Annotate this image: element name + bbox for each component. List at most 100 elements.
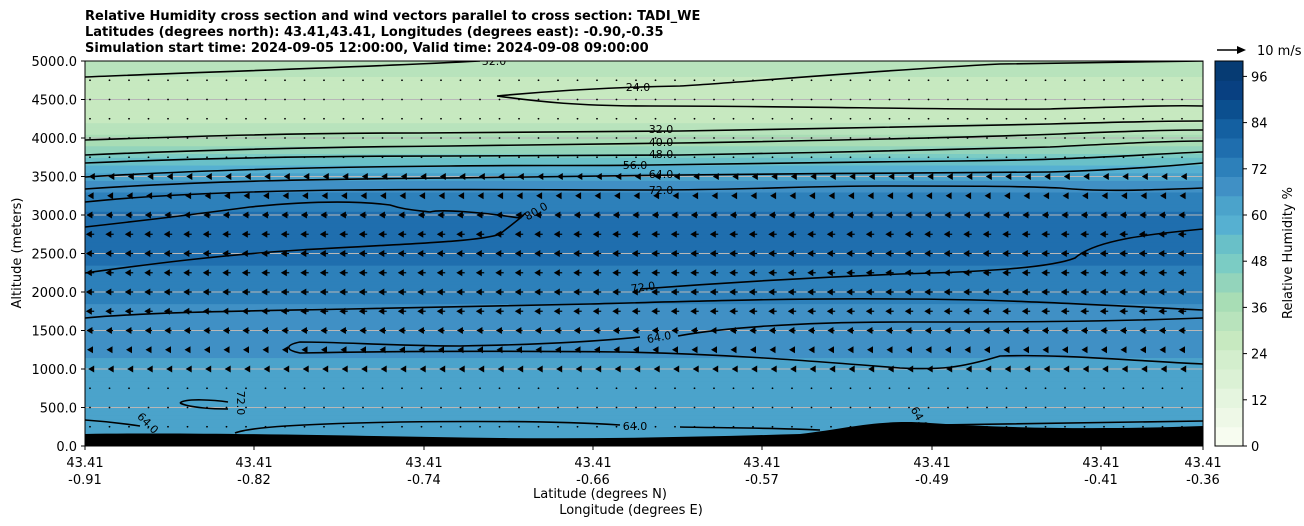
wind-vector-head (88, 365, 95, 373)
wind-vector-head (514, 307, 521, 315)
wind-vector-head (107, 192, 114, 200)
x-tick-label-longitude: -0.82 (237, 473, 271, 488)
humidity-band (85, 249, 1203, 255)
wind-vector-head (124, 269, 131, 277)
wind-vector (732, 79, 735, 82)
wind-vector-head (633, 346, 639, 354)
colorbar: 0 12 24 36 48 60 72 84 96 (1214, 60, 1268, 455)
wind-vector (986, 98, 988, 101)
wind-vector-head (963, 230, 970, 238)
wind-vector (284, 406, 286, 409)
wind-vector (596, 156, 598, 159)
wind-vector-head (261, 211, 268, 219)
wind-vector (654, 156, 657, 159)
wind-vector (849, 425, 852, 428)
wind-vector-head (1002, 327, 1009, 334)
wind-vector (537, 98, 540, 101)
wind-vector (908, 425, 910, 428)
wind-vector-head (1119, 327, 1126, 334)
humidity-band (85, 345, 1203, 351)
wind-vector-head (1005, 173, 1012, 180)
humidity-band (85, 353, 1203, 359)
wind-vector-head (770, 192, 777, 200)
wind-vector (245, 156, 247, 159)
wind-vector-head (553, 230, 560, 238)
wind-vector-head (1158, 288, 1165, 296)
wind-vector-head (671, 327, 678, 334)
wind-vector-head (846, 327, 853, 334)
wind-vector-head (829, 365, 836, 373)
wind-vector-head (183, 327, 190, 334)
wind-vector-head (865, 250, 872, 257)
wind-vector (830, 79, 832, 82)
wind-vector-head (553, 250, 560, 257)
wind-vector (342, 156, 345, 159)
wind-vector-head (632, 211, 639, 219)
wind-vector-head (1022, 327, 1029, 334)
wind-vector-head (244, 173, 251, 180)
wind-vector-head (224, 192, 231, 200)
humidity-band (85, 369, 1203, 374)
wind-vector-head (1002, 288, 1009, 296)
wind-vector-head (809, 192, 816, 200)
humidity-band (85, 411, 1203, 416)
wind-vector-head (751, 173, 758, 180)
wind-vector-head (612, 327, 619, 334)
wind-vector-head (750, 346, 756, 354)
wind-vector (908, 98, 910, 101)
wind-vector (732, 406, 735, 409)
wind-vector-head (517, 365, 524, 373)
wind-vector (89, 425, 91, 428)
wind-vector-head (203, 211, 210, 219)
humidity-band (85, 61, 1203, 66)
wind-vector-head (631, 269, 638, 277)
wind-vector (1122, 117, 1125, 120)
wind-vector-head (965, 365, 972, 373)
wind-vector (732, 98, 735, 101)
wind-vector-head (495, 250, 502, 257)
wind-vector-head (459, 173, 466, 180)
wind-vector-head (535, 346, 542, 354)
wind-vector (693, 137, 696, 139)
wind-vector-head (456, 269, 463, 277)
wind-vector-head (904, 230, 911, 238)
wind-vector-head (1061, 327, 1068, 334)
wind-vector-head (945, 192, 952, 200)
wind-vector (1161, 98, 1164, 101)
wind-vector (1122, 425, 1125, 428)
wind-vector-head (203, 327, 210, 334)
wind-vector (927, 137, 930, 139)
wind-vector-head (573, 288, 580, 296)
wind-vector-head (280, 250, 287, 257)
colorbar-tick-label: 0 (1251, 440, 1259, 455)
wind-vector (206, 406, 208, 409)
y-tick-label: 500.0 (40, 402, 77, 417)
x-tick-label-latitude: 43.41 (1082, 456, 1119, 471)
wind-vector-head (573, 269, 580, 277)
wind-vector-head (458, 365, 465, 373)
wind-vector-head (1099, 269, 1106, 277)
wind-vector (459, 79, 462, 82)
wind-vector-head (945, 346, 951, 354)
wind-vector-head (321, 192, 328, 200)
wind-vector (693, 117, 696, 120)
wind-vector-head (495, 230, 502, 238)
wind-vector (518, 156, 520, 159)
wind-vector-head (709, 288, 716, 296)
wind-vector-head (807, 211, 814, 219)
wind-vector (206, 425, 208, 428)
wind-vector (362, 79, 364, 82)
wind-vector (1025, 406, 1027, 409)
wind-vector (1044, 137, 1047, 139)
wind-vector (1181, 425, 1183, 428)
wind-vector (752, 79, 754, 82)
x-tick-label-latitude: 43.41 (913, 456, 950, 471)
wind-vector-head (595, 173, 602, 180)
wind-vector-head (244, 365, 251, 373)
wind-vector (89, 117, 91, 120)
wind-vector (498, 387, 501, 390)
wind-vector (440, 406, 442, 409)
wind-vector (518, 406, 520, 409)
wind-vector (89, 406, 91, 409)
wind-vector-head (673, 173, 680, 180)
